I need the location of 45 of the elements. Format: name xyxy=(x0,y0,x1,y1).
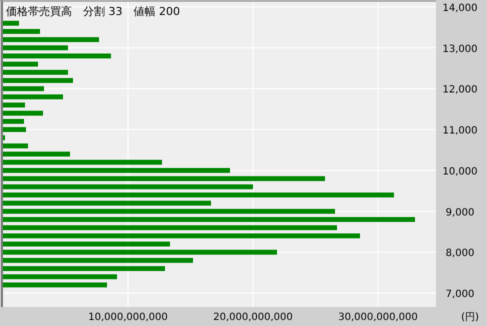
y-tick-label: 13,000 xyxy=(442,44,478,55)
bar xyxy=(3,225,337,230)
x-tick-label: 30,000,000,000 xyxy=(338,312,418,323)
y-tick-label: 14,000 xyxy=(442,2,478,14)
bar xyxy=(3,62,38,67)
bar xyxy=(3,168,230,173)
bar xyxy=(3,28,40,34)
bar xyxy=(3,274,117,280)
bar xyxy=(3,20,19,26)
y-tick-label: 11,000 xyxy=(442,126,478,137)
bar xyxy=(3,217,415,222)
bar xyxy=(3,118,24,124)
bar xyxy=(3,176,325,182)
y-tick-label: 8,000 xyxy=(446,248,474,260)
bar xyxy=(3,184,253,190)
bar xyxy=(3,250,277,255)
bar xyxy=(3,282,107,288)
bar xyxy=(3,45,68,50)
bar xyxy=(3,242,170,246)
y-tick-label: 10,000 xyxy=(442,166,478,178)
bar xyxy=(3,143,28,148)
chart-title: 価格帯売買高 分割 33 値幅 200 xyxy=(6,5,180,18)
bar xyxy=(3,208,335,214)
bar xyxy=(3,127,26,132)
bar xyxy=(3,160,162,165)
bar xyxy=(3,86,44,92)
bar xyxy=(3,78,73,83)
y-tick-label: 9,000 xyxy=(446,207,474,218)
x-tick-label: 10,000,000,000 xyxy=(88,312,168,323)
bar xyxy=(3,54,111,58)
bar xyxy=(3,37,99,42)
y-tick-label: 7,000 xyxy=(446,289,474,300)
y-tick-label: 12,000 xyxy=(442,84,478,96)
bar xyxy=(3,102,25,108)
bar xyxy=(3,233,360,238)
bar xyxy=(3,94,63,100)
bar xyxy=(3,192,394,198)
bar xyxy=(3,258,193,263)
bar xyxy=(3,266,165,272)
bar xyxy=(3,70,68,75)
x-tick-label: 20,000,000,000 xyxy=(213,312,293,323)
bar xyxy=(3,200,211,206)
x-axis-title: (円) xyxy=(461,312,479,323)
bar xyxy=(3,152,70,157)
bar xyxy=(3,110,43,116)
